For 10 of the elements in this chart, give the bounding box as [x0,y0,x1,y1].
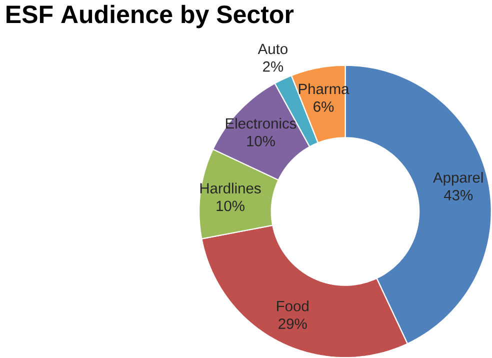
data-label: 10% [216,200,244,212]
data-label: 6% [314,101,334,112]
slice-label: Auto [258,44,288,54]
chart-title: ESF Audience by Sector [6,4,294,28]
data-label: 10% [247,136,275,146]
slice-label: Food [277,300,308,312]
data-label: 29% [278,318,307,329]
slice-label: Apparel [433,172,483,186]
data-label: 43% [444,190,473,200]
data-label: 2% [263,61,284,72]
